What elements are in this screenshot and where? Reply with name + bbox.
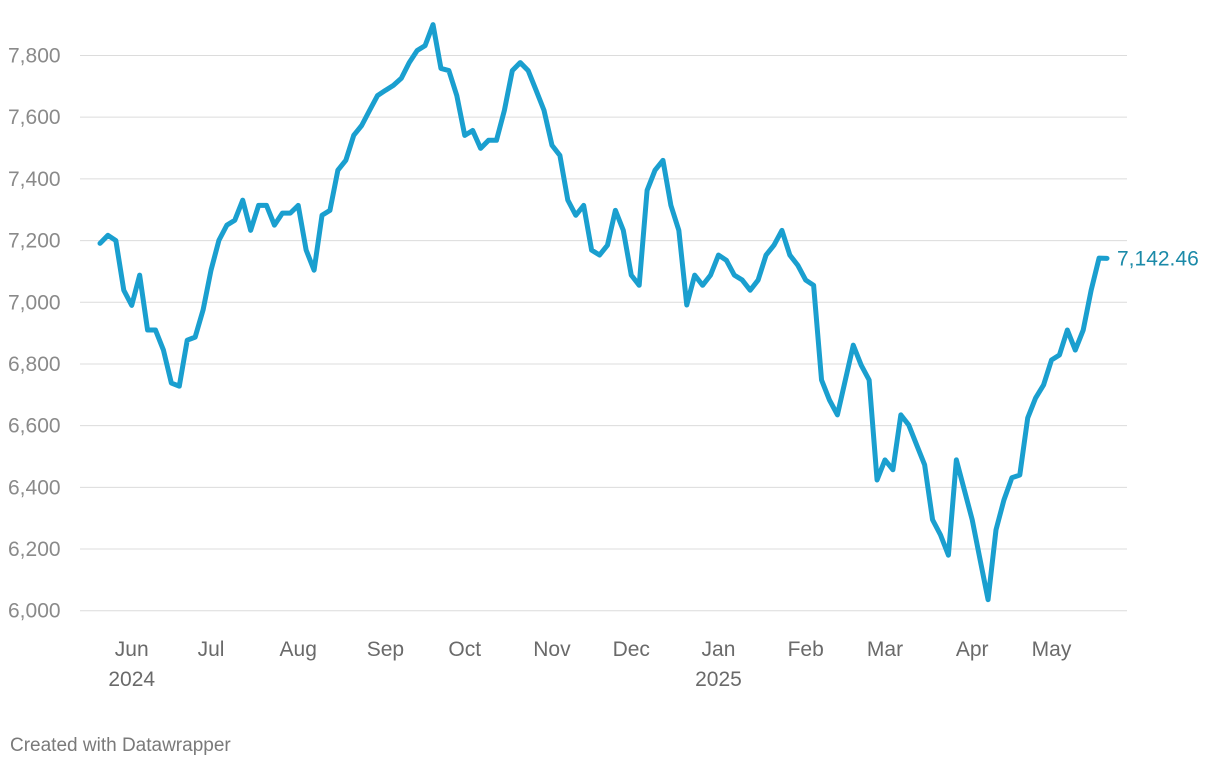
- y-tick-label: 6,800: [8, 353, 61, 376]
- x-tick-label: May: [1032, 638, 1072, 661]
- value-label: 7,142.46: [1117, 247, 1199, 270]
- x-tick-label: Nov: [533, 638, 571, 661]
- line: [97, 22, 1110, 603]
- y-tick-label: 6,200: [8, 538, 61, 561]
- y-tick-label: 6,600: [8, 415, 61, 438]
- x-tick-label: Oct: [448, 638, 481, 661]
- y-tick-label: 7,400: [8, 168, 61, 191]
- x-tick-label: Jul: [198, 638, 225, 661]
- x-tick-label: Apr: [956, 638, 989, 661]
- credit: Created with Datawrapper: [10, 735, 231, 756]
- x-tick-label: Feb: [788, 638, 824, 661]
- x-tick-label: Mar: [867, 638, 903, 661]
- y-tick-label: 7,000: [8, 291, 61, 314]
- x-tick-label: Jan 2025: [695, 638, 742, 691]
- x-tick-label: Jun 2024: [108, 638, 155, 691]
- y-tick-label: 7,200: [8, 230, 61, 253]
- y-tick-label: 7,800: [8, 44, 61, 67]
- grid: [80, 54, 1127, 612]
- x-tick-label: Sep: [367, 638, 404, 661]
- y-tick-label: 7,600: [8, 106, 61, 129]
- x-tick-label: Dec: [613, 638, 650, 661]
- y-tick-label: 6,400: [8, 476, 61, 499]
- y-tick-label: 6,000: [8, 600, 61, 623]
- x-tick-label: Aug: [280, 638, 317, 661]
